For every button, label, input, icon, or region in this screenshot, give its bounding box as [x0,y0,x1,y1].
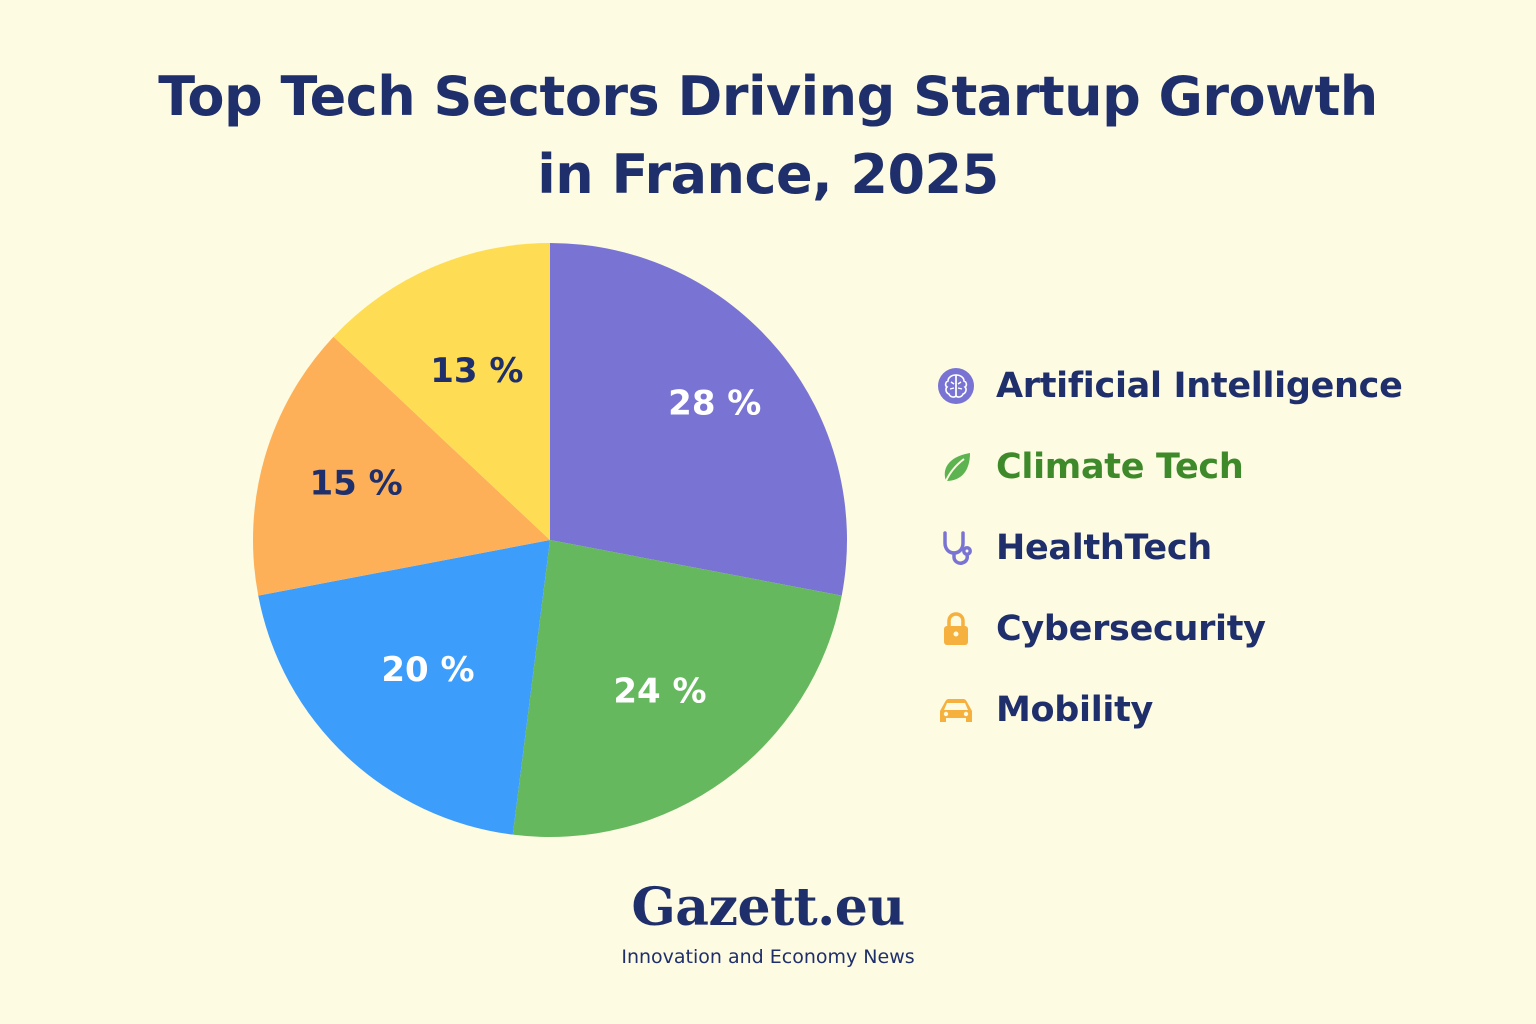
pie-label-climate-tech: 24 % [613,671,706,711]
pie-slice-climate-tech [512,540,842,838]
stethoscope-icon [936,528,976,568]
chart-title-line-1: Top Tech Sectors Driving Startup Growth [158,65,1378,128]
legend-item-climate-tech: Climate Tech [936,447,1403,487]
leaf-icon [936,447,976,487]
legend-label: Mobility [996,690,1154,730]
legend-item-artificial-intelligence: Artificial Intelligence [936,366,1403,406]
pie-slice-mobility [333,243,550,540]
brain-icon [936,366,976,406]
legend-item-healthtech: HealthTech [936,528,1403,568]
pie-label-artificial-intelligence: 28 % [668,384,761,424]
brand-footer: Gazett.eu Innovation and Economy News [0,872,1536,970]
pie-slice-healthtech [258,540,550,835]
legend-label: HealthTech [996,528,1212,568]
pie-label-healthtech: 20 % [381,650,474,690]
legend-label: Climate Tech [996,447,1244,487]
chart-title: Top Tech Sectors Driving Startup Growth … [0,58,1536,214]
legend-item-cybersecurity: Cybersecurity [936,609,1403,649]
legend-item-mobility: Mobility [936,690,1403,730]
legend-label: Artificial Intelligence [996,366,1403,406]
pie-chart: 28 % 24 % 20 % 15 % 13 % [253,243,847,838]
chart-title-line-2: in France, 2025 [537,143,999,206]
brand-tagline: Innovation and Economy News [621,946,915,968]
lock-icon [936,609,976,649]
pie-slice-cybersecurity [253,336,550,596]
chart-legend: Artificial Intelligence Climate Tech Hea… [936,366,1403,771]
car-icon [936,690,976,730]
pie-slice-artificial-intelligence [550,243,847,596]
brand-logo: Gazett.eu [631,877,905,938]
pie-label-cybersecurity: 15 % [309,464,402,504]
pie-label-mobility: 13 % [430,351,523,391]
legend-label: Cybersecurity [996,609,1266,649]
